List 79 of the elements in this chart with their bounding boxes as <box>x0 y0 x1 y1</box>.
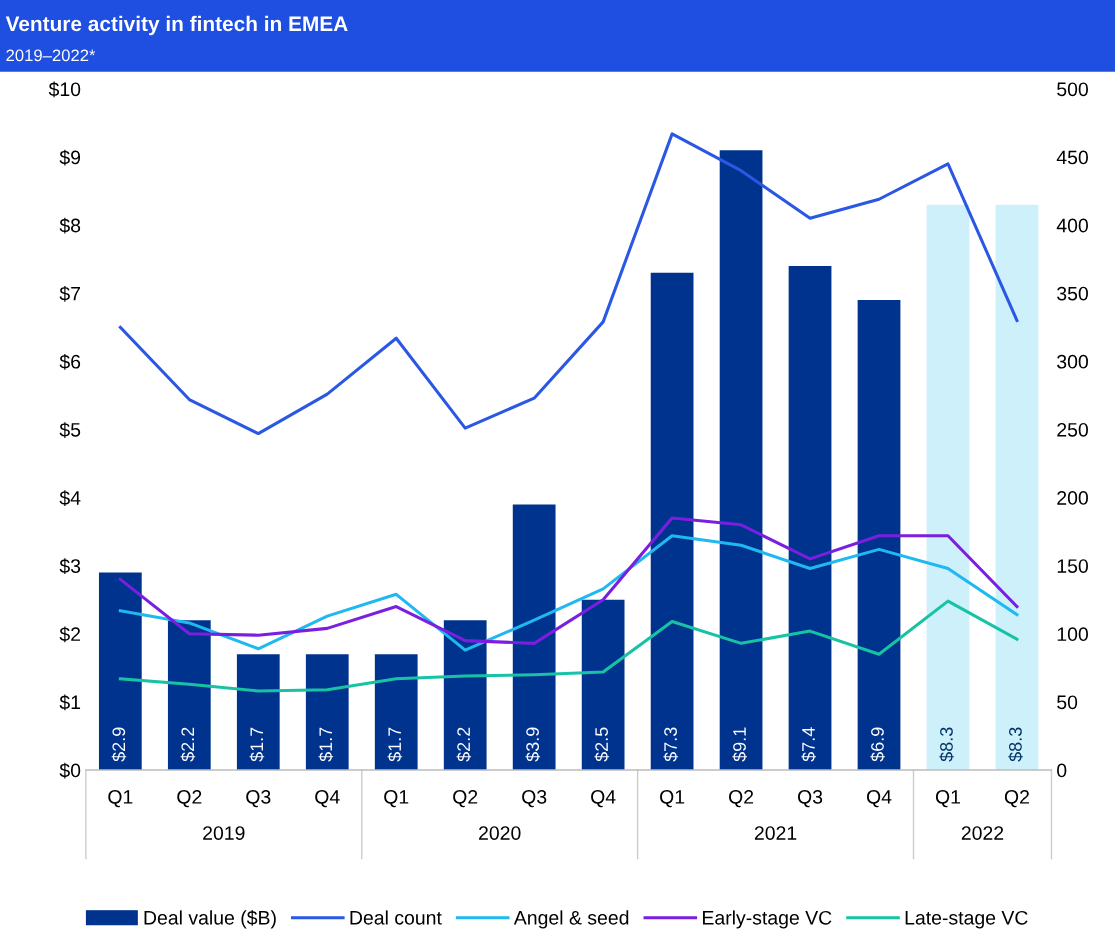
text: 2022 <box>961 826 1004 840</box>
chart-subtitle: 2019–2022* <box>6 49 96 62</box>
data-label: $1.7 <box>387 727 403 762</box>
bar <box>512 504 556 771</box>
y-tick-label: $0 <box>59 762 81 779</box>
x-tick-label: Q4 <box>315 790 340 808</box>
legend-label: Deal count <box>350 910 442 925</box>
y2-tick-label: 300 <box>1057 354 1088 369</box>
data-label: $1.7 <box>249 727 265 762</box>
bar <box>788 266 832 771</box>
data-label: $9.1 <box>732 727 747 762</box>
y-tick-label: $6 <box>59 354 81 370</box>
bar <box>98 572 142 771</box>
x-tick-label: Q1 <box>935 790 961 808</box>
data-label: $6.9 <box>870 727 885 762</box>
bar <box>236 654 280 771</box>
line-series <box>118 132 1019 436</box>
x-tick-label: Q1 <box>660 790 685 808</box>
legend-label: Early-stage VC <box>703 910 832 929</box>
y-tick-label: $9 <box>59 149 81 166</box>
data-label: $8.3 <box>939 727 954 762</box>
x-tick-label: Q2 <box>1004 790 1029 808</box>
line-series <box>118 516 1019 645</box>
y2-tick-label: 200 <box>1057 491 1088 505</box>
data-label: $3.9 <box>525 727 541 762</box>
data-label: $2.9 <box>111 727 127 762</box>
bar <box>167 620 211 771</box>
line-series <box>118 599 1019 693</box>
y2-tick-label: 0 <box>1057 763 1067 778</box>
y-tick-label: $3 <box>59 558 81 575</box>
y2-tick-label: 50 <box>1057 695 1078 710</box>
bar <box>443 620 487 771</box>
data-label: $2.2 <box>180 727 196 762</box>
x-tick-label: Q4 <box>591 790 616 808</box>
x-tick-label: Q1 <box>384 790 409 808</box>
legend-label: Late-stage VC <box>905 910 1028 929</box>
bar <box>581 599 625 771</box>
y2-tick-label: 500 <box>1057 82 1088 97</box>
x-tick-label: Q4 <box>866 790 892 808</box>
x-tick-label: Q3 <box>246 790 271 808</box>
y-tick-label: $2 <box>59 626 81 643</box>
y2-tick-label: 100 <box>1057 627 1088 642</box>
bar <box>305 654 349 771</box>
data-label: $2.2 <box>456 727 472 762</box>
x-tick-label: Q1 <box>108 790 133 808</box>
bar <box>857 300 901 771</box>
legend-label: Angel & seed <box>513 910 629 929</box>
data-label: $7.4 <box>801 727 816 762</box>
x-tick-label: Q2 <box>177 790 202 808</box>
bar <box>926 204 970 771</box>
chart-title: Venture activity in fintech in EMEA <box>5 15 348 36</box>
bar <box>650 272 694 771</box>
bar <box>374 654 418 771</box>
y-tick-label: $7 <box>59 285 81 302</box>
data-label: $7.3 <box>663 727 679 762</box>
y2-tick-label: 250 <box>1057 422 1088 437</box>
x-tick-label: Q2 <box>453 790 478 808</box>
data-label: $8.3 <box>1008 727 1023 762</box>
x-tick-label: Q3 <box>798 790 823 808</box>
y2-tick-label: 350 <box>1057 286 1088 301</box>
y-tick-label: $8 <box>59 217 81 234</box>
y2-tick-label: 150 <box>1057 559 1088 573</box>
x-tick-label: Q3 <box>522 790 547 808</box>
y-tick-label: $10 <box>48 81 81 98</box>
bar <box>719 150 763 771</box>
bar <box>995 204 1039 771</box>
y2-tick-label: 450 <box>1056 150 1088 165</box>
text: 2020 <box>479 826 521 840</box>
text: 2019 <box>203 826 245 840</box>
y-tick-label: $4 <box>59 490 81 506</box>
y-tick-label: $1 <box>59 694 81 711</box>
y2-tick-label: 400 <box>1056 218 1088 233</box>
data-label: $2.5 <box>594 727 610 762</box>
data-label: $1.7 <box>318 727 334 762</box>
x-tick-label: Q2 <box>729 790 754 808</box>
text: 2021 <box>754 826 797 840</box>
line-series <box>118 534 1019 652</box>
y-tick-label: $5 <box>59 422 81 438</box>
legend-label: Deal value ($B) <box>144 910 276 929</box>
